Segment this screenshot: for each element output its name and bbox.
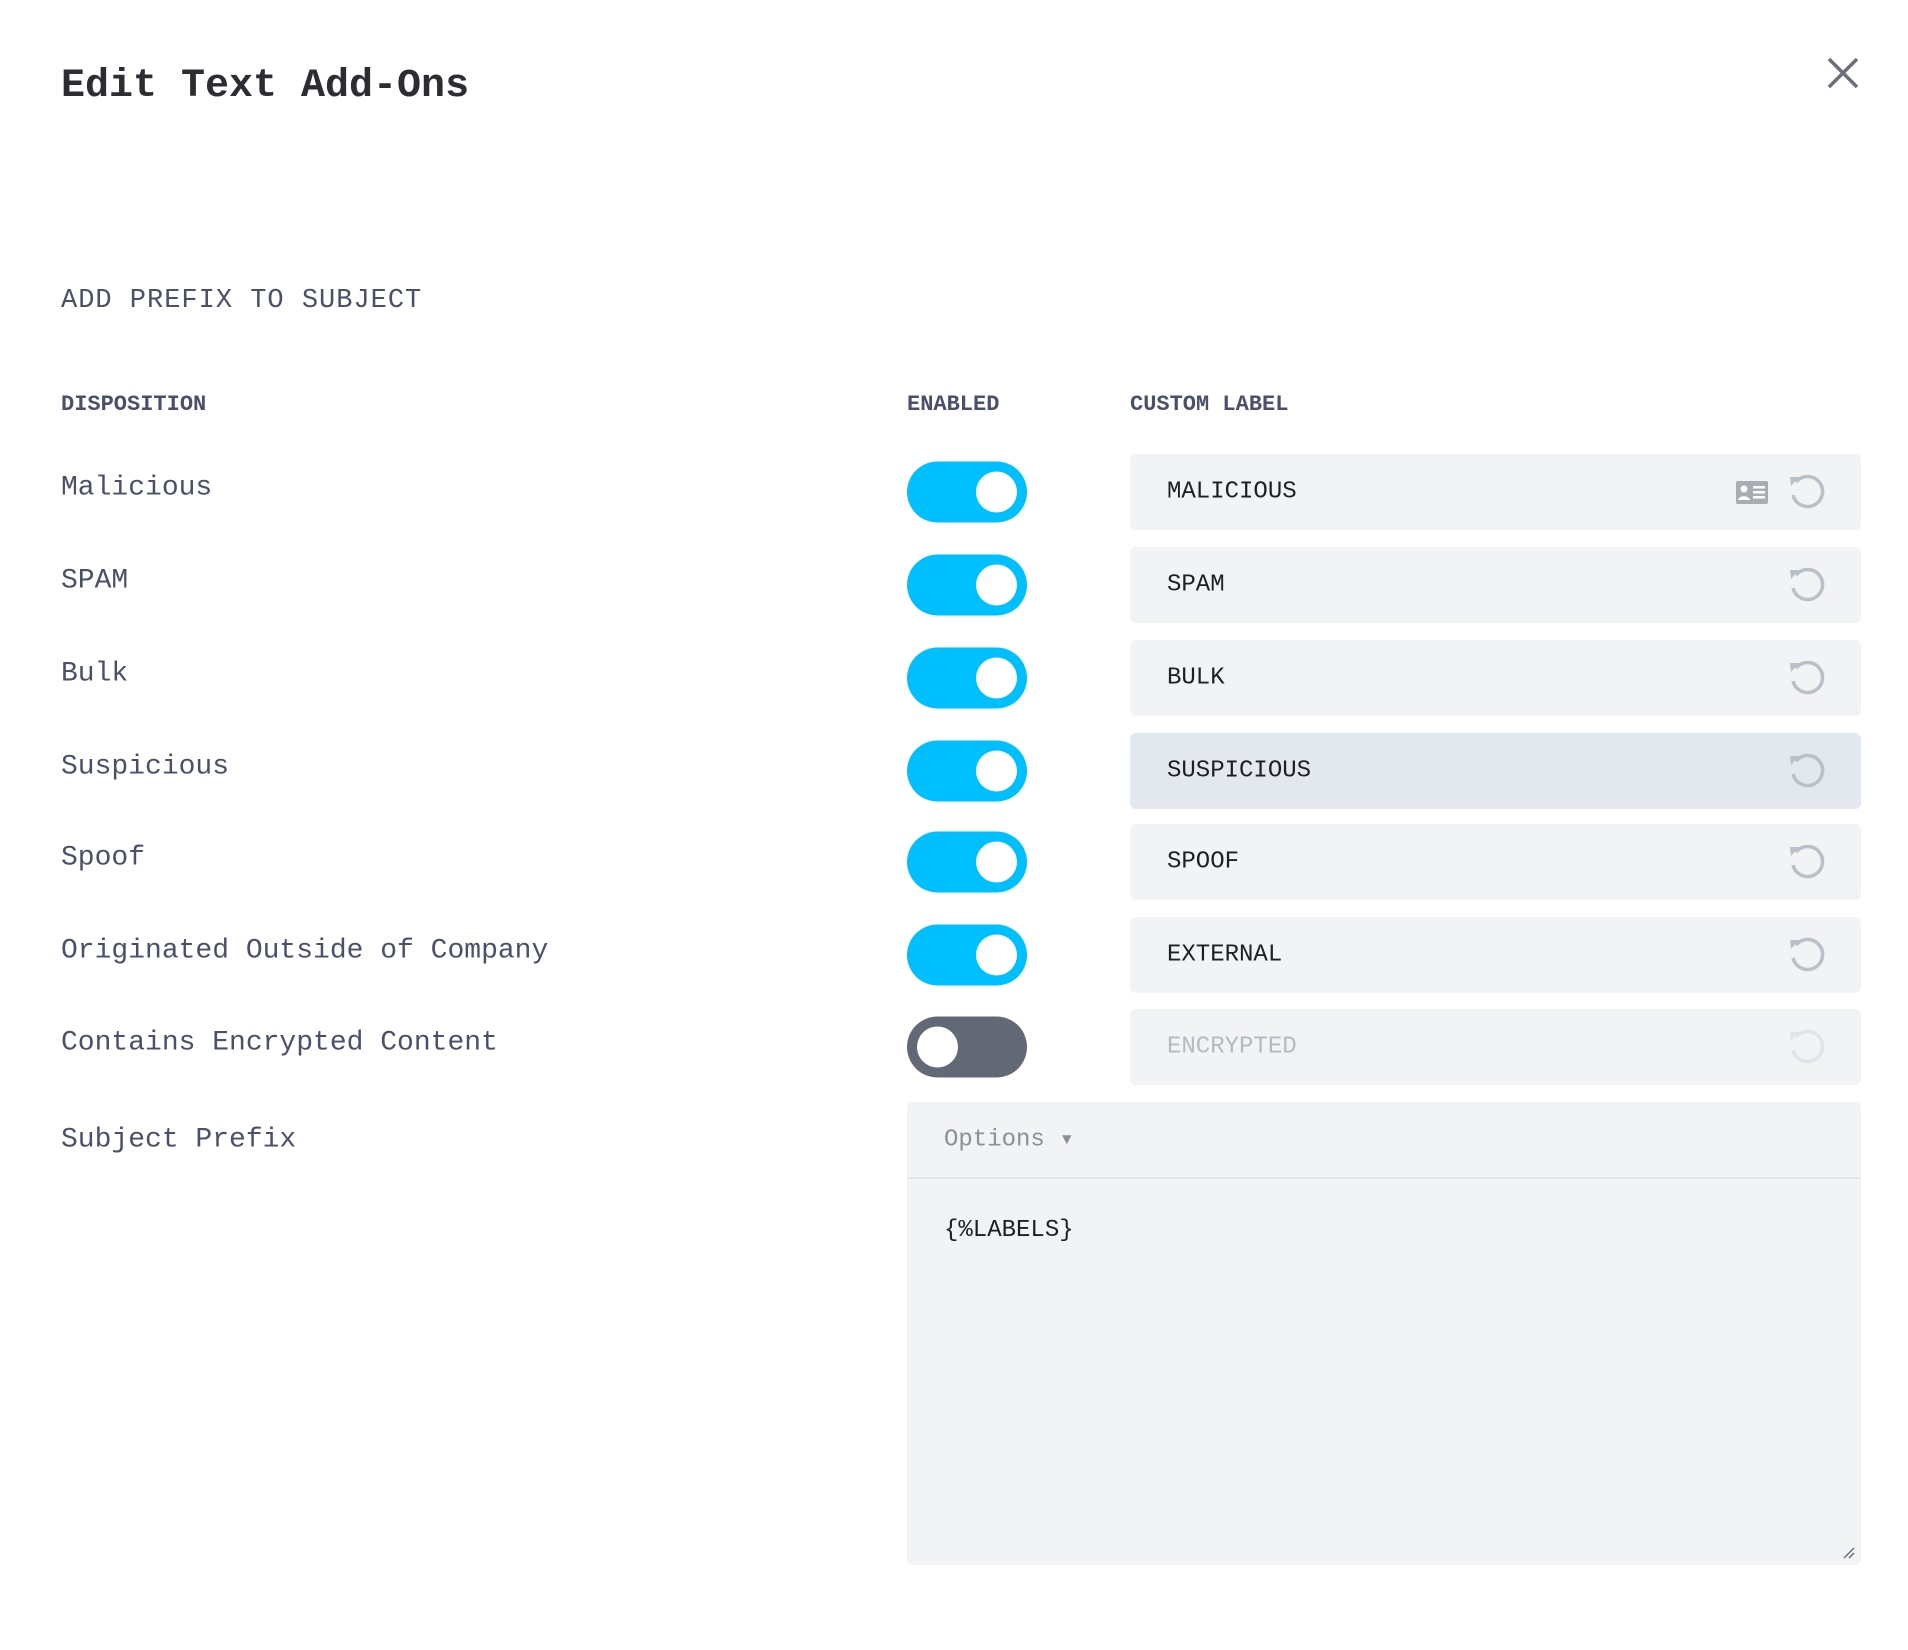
custom-label-input[interactable]: SPAM [1130, 547, 1861, 623]
reset-icon[interactable] [1786, 934, 1828, 976]
toggle-knob [976, 471, 1017, 513]
reset-icon[interactable] [1786, 1026, 1828, 1068]
custom-label-input[interactable]: BULK [1130, 640, 1861, 716]
custom-label-value: SPOOF [1167, 848, 1240, 876]
close-icon[interactable] [1826, 56, 1860, 90]
toggle-knob [976, 934, 1017, 976]
disposition-label: SPAM [61, 565, 129, 597]
dialog-title: Edit Text Add-Ons [61, 64, 470, 109]
enabled-toggle[interactable] [907, 924, 1027, 986]
custom-label-input[interactable]: ENCRYPTED [1130, 1009, 1861, 1085]
subject-prefix-value: {%LABELS} [944, 1217, 1074, 1244]
toggle-knob [976, 841, 1017, 883]
disposition-label: Malicious [61, 472, 213, 504]
custom-label-input[interactable]: EXTERNAL [1130, 917, 1861, 993]
disposition-label: Bulk [61, 658, 129, 690]
section-title: ADD PREFIX TO SUBJECT [61, 286, 423, 316]
enabled-toggle[interactable] [907, 647, 1027, 709]
disposition-label: Originated Outside of Company [61, 935, 549, 967]
enabled-toggle[interactable] [907, 740, 1027, 802]
header-enabled: ENABLED [907, 392, 1000, 417]
custom-label-value: EXTERNAL [1167, 941, 1283, 969]
reset-icon[interactable] [1786, 564, 1828, 606]
toggle-knob [976, 657, 1017, 699]
options-label: Options [944, 1126, 1045, 1153]
caret-down-icon: ▼ [1062, 1130, 1072, 1149]
disposition-label: Suspicious [61, 751, 230, 783]
toggle-knob [917, 1026, 958, 1068]
enabled-toggle[interactable] [907, 831, 1027, 893]
custom-label-value: SUSPICIOUS [1167, 757, 1312, 785]
custom-label-value: SPAM [1167, 571, 1225, 599]
toggle-knob [976, 564, 1017, 606]
custom-label-value: BULK [1167, 664, 1225, 692]
subject-prefix-textarea[interactable]: {%LABELS} [907, 1179, 1861, 1565]
resize-handle-icon[interactable] [1841, 1545, 1855, 1559]
custom-label-input[interactable]: SPOOF [1130, 824, 1861, 900]
custom-label-value: MALICIOUS [1167, 478, 1297, 506]
toggle-knob [976, 750, 1017, 792]
enabled-toggle[interactable] [907, 1016, 1027, 1078]
disposition-label: Contains Encrypted Content [61, 1027, 498, 1059]
disposition-label: Spoof [61, 842, 146, 874]
reset-icon[interactable] [1786, 841, 1828, 883]
reset-icon[interactable] [1786, 471, 1828, 513]
reset-icon[interactable] [1786, 657, 1828, 699]
custom-label-input[interactable]: MALICIOUS [1130, 454, 1861, 530]
header-custom-label: CUSTOM LABEL [1130, 392, 1289, 417]
options-dropdown[interactable]: Options ▼ [907, 1102, 1861, 1179]
custom-label-value: ENCRYPTED [1167, 1033, 1297, 1061]
enabled-toggle[interactable] [907, 461, 1027, 523]
header-disposition: DISPOSITION [61, 392, 207, 417]
subject-prefix-label: Subject Prefix [61, 1124, 297, 1156]
custom-label-input[interactable]: SUSPICIOUS [1130, 733, 1861, 809]
enabled-toggle[interactable] [907, 554, 1027, 616]
reset-icon[interactable] [1786, 750, 1828, 792]
contact-card-icon[interactable] [1735, 480, 1769, 505]
